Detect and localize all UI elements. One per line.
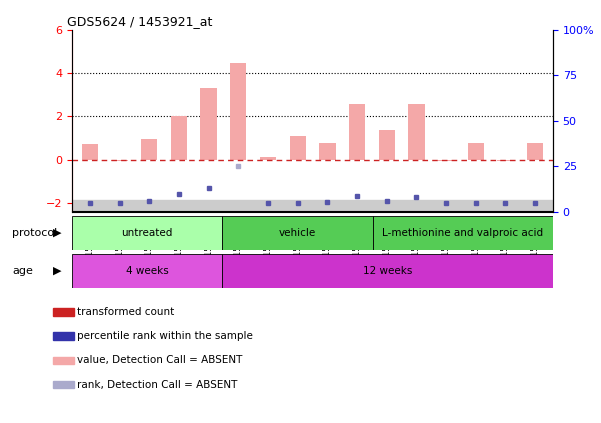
Text: protocol: protocol bbox=[12, 228, 57, 238]
FancyBboxPatch shape bbox=[373, 216, 553, 250]
Text: transformed count: transformed count bbox=[78, 307, 175, 317]
Bar bbox=[290, 136, 306, 159]
Bar bbox=[53, 332, 74, 340]
Text: vehicle: vehicle bbox=[279, 228, 316, 238]
Text: untreated: untreated bbox=[121, 228, 173, 238]
Text: ▶: ▶ bbox=[53, 228, 61, 238]
Text: GDS5624 / 1453921_at: GDS5624 / 1453921_at bbox=[67, 16, 213, 28]
Text: 4 weeks: 4 weeks bbox=[126, 266, 169, 276]
Bar bbox=[260, 157, 276, 159]
Text: rank, Detection Call = ABSENT: rank, Detection Call = ABSENT bbox=[78, 379, 238, 390]
FancyBboxPatch shape bbox=[222, 216, 373, 250]
Bar bbox=[379, 130, 395, 159]
Bar bbox=[111, 159, 128, 161]
FancyBboxPatch shape bbox=[72, 216, 222, 250]
Bar bbox=[53, 357, 74, 364]
Text: L-methionine and valproic acid: L-methionine and valproic acid bbox=[382, 228, 543, 238]
Text: ▶: ▶ bbox=[53, 266, 61, 276]
Bar bbox=[171, 116, 187, 159]
FancyBboxPatch shape bbox=[222, 254, 553, 288]
Bar bbox=[497, 159, 514, 161]
Bar bbox=[53, 381, 74, 388]
Bar bbox=[72, 200, 553, 212]
Bar bbox=[527, 143, 543, 159]
Bar bbox=[468, 143, 484, 159]
Bar bbox=[408, 104, 424, 159]
Bar bbox=[141, 139, 157, 159]
Text: percentile rank within the sample: percentile rank within the sample bbox=[78, 331, 254, 341]
Bar bbox=[438, 159, 454, 161]
Bar bbox=[230, 63, 246, 159]
FancyBboxPatch shape bbox=[72, 254, 222, 288]
Bar bbox=[349, 104, 365, 159]
Text: age: age bbox=[12, 266, 33, 276]
Text: 12 weeks: 12 weeks bbox=[363, 266, 412, 276]
Text: value, Detection Call = ABSENT: value, Detection Call = ABSENT bbox=[78, 355, 243, 365]
Bar bbox=[53, 308, 74, 316]
Bar bbox=[82, 144, 98, 159]
Bar bbox=[201, 88, 217, 159]
Bar bbox=[319, 143, 335, 159]
